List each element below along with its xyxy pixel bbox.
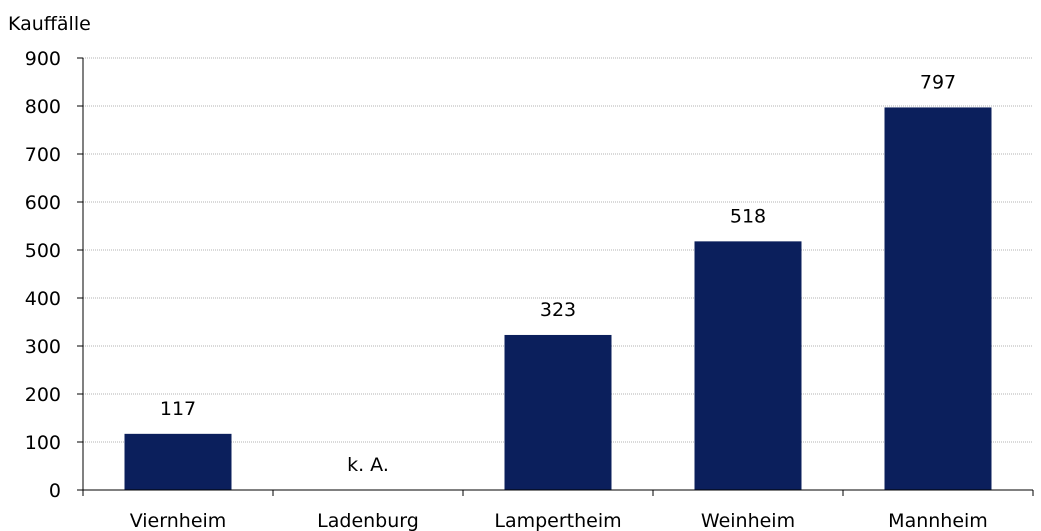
y-axis-ticks: 0 100 200 300 400 500 600 700 800 900	[25, 48, 83, 502]
y-tick-label: 700	[25, 144, 61, 166]
x-tick-label: Lampertheim	[494, 510, 621, 531]
x-tick-label: Mannheim	[888, 510, 988, 531]
x-axis-labels: Viernheim Ladenburg Lampertheim Weinheim Man…	[130, 510, 988, 531]
data-label: 518	[730, 205, 766, 227]
y-tick-label: 300	[25, 336, 61, 358]
bar-weinheim	[695, 241, 802, 490]
bar-mannheim	[885, 107, 992, 490]
y-tick-label: 900	[25, 48, 61, 70]
y-tick-label: 800	[25, 96, 61, 118]
y-tick-label: 100	[25, 432, 61, 454]
data-label: 797	[920, 71, 956, 93]
y-tick-label: 600	[25, 192, 61, 214]
data-label: 117	[160, 398, 196, 420]
y-axis-label: Kauffälle	[8, 13, 91, 35]
x-tick-label: Viernheim	[130, 510, 227, 531]
data-label: 323	[540, 299, 576, 321]
y-tick-label: 500	[25, 240, 61, 262]
bar-lampertheim	[505, 335, 612, 490]
y-tick-label: 0	[49, 480, 61, 502]
bar-viernheim	[125, 434, 232, 490]
data-label: k. A.	[347, 454, 389, 476]
y-tick-label: 200	[25, 384, 61, 406]
y-tick-label: 400	[25, 288, 61, 310]
x-tick-label: Ladenburg	[317, 510, 419, 531]
x-tick-label: Weinheim	[701, 510, 795, 531]
